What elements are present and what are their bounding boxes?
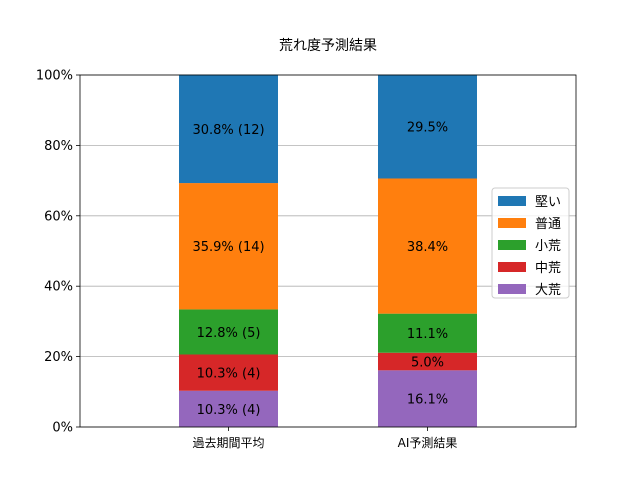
y-tick-label: 0% [52, 421, 73, 436]
data-label: 35.9% (14) [192, 240, 264, 255]
data-label: 10.3% (4) [197, 367, 261, 382]
y-tick-label: 100% [36, 69, 73, 84]
legend-swatch [498, 196, 526, 206]
bar-segment-小荒 [179, 309, 278, 355]
bar-segment-普通 [378, 178, 477, 314]
bar-segment-大荒 [179, 390, 278, 427]
chart-title: 荒れ度予測結果 [279, 38, 377, 54]
bar-segment-堅い [378, 74, 477, 179]
data-label: 5.0% [411, 356, 444, 371]
bar-segment-普通 [179, 183, 278, 310]
legend-label: 中荒 [535, 261, 561, 276]
legend-label: 堅い [535, 195, 561, 210]
y-tick-label: 20% [44, 350, 73, 365]
y-tick-label: 80% [44, 139, 73, 154]
bar-segment-堅い [179, 74, 278, 184]
data-label: 12.8% (5) [197, 326, 261, 341]
bar-segment-大荒 [378, 370, 477, 427]
data-label: 16.1% [407, 393, 448, 408]
y-tick-label: 60% [44, 209, 73, 224]
data-label: 10.3% (4) [197, 403, 261, 418]
data-label: 38.4% [407, 240, 448, 255]
data-label: 29.5% [407, 121, 448, 136]
data-label: 11.1% [407, 327, 448, 342]
data-label: 30.8% (12) [192, 123, 264, 138]
legend-label: 小荒 [535, 239, 561, 254]
legend-swatch [498, 284, 526, 294]
legend-swatch [498, 262, 526, 272]
x-tick-label: AI予測結果 [398, 436, 458, 450]
x-tick-label: 過去期間平均 [192, 436, 264, 450]
y-tick-label: 40% [44, 280, 73, 295]
bar-segment-中荒 [378, 352, 477, 371]
plot-frame [79, 74, 577, 428]
legend-swatch [498, 218, 526, 228]
legend-swatch [498, 240, 526, 250]
bar-segment-小荒 [378, 313, 477, 353]
legend-label: 大荒 [535, 283, 561, 298]
bar-segment-中荒 [179, 354, 278, 391]
legend-label: 普通 [535, 217, 561, 232]
